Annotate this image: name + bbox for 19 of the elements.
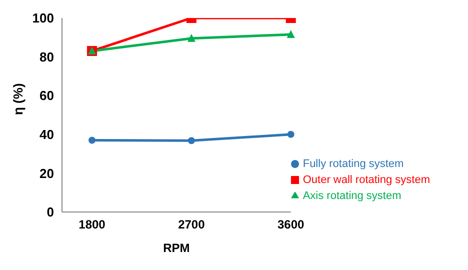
legend-label: Fully rotating system <box>302 158 404 170</box>
x-tick-label: 2700 <box>178 218 206 232</box>
y-tick-label: 100 <box>32 10 54 26</box>
point <box>188 137 195 144</box>
legend-label: Axis rotating system <box>302 190 402 202</box>
y-tick-label: 60 <box>40 88 54 104</box>
y-tick-label: 0 <box>46 204 54 220</box>
y-tick-label: 20 <box>40 166 54 181</box>
point <box>187 34 196 42</box>
point <box>287 130 294 138</box>
y-tick-label: 80 <box>40 49 54 64</box>
x-tick-label: 1800 <box>78 218 106 232</box>
legend-label: Outer wall rotating system <box>302 174 430 186</box>
x-axis-title: RPM <box>163 241 190 255</box>
point <box>286 30 295 38</box>
point <box>88 136 96 144</box>
x-tick-label: 3600 <box>277 218 305 232</box>
y-tick-label: 40 <box>40 127 54 142</box>
y-axis-title: η (%) <box>10 83 26 115</box>
